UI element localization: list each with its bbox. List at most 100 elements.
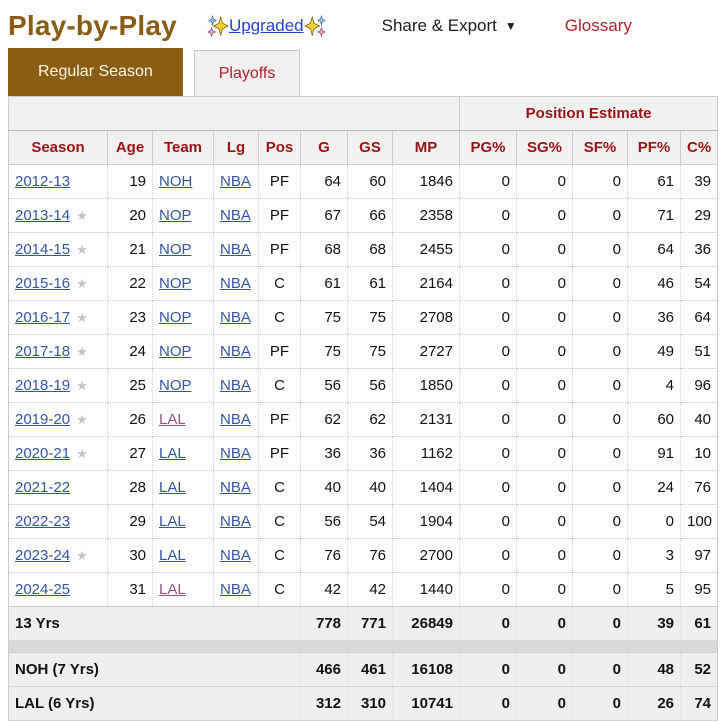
team-link[interactable]: NOP <box>159 241 192 258</box>
team-cell: NOP <box>152 368 214 403</box>
minutes-cell: 1440 <box>392 572 460 607</box>
column-header-c-pct[interactable]: C% <box>679 130 719 165</box>
season-cell: 2013-14 ★ <box>8 198 108 233</box>
season-link[interactable]: 2019-20 <box>15 411 71 428</box>
league-link[interactable]: NBA <box>220 581 251 598</box>
table-row: 2014-15 ★ 21 NOP NBA PF 68 68 2455 0 0 0 64 36 <box>8 232 719 267</box>
team-link[interactable]: NOP <box>159 343 192 360</box>
column-header-mp[interactable]: MP <box>392 130 460 165</box>
team-link[interactable]: NOP <box>159 275 192 292</box>
team-link[interactable]: LAL <box>159 547 186 564</box>
season-cell: 2020-21 ★ <box>8 436 108 471</box>
age-cell: 31 <box>107 572 153 607</box>
minutes-cell: 26849 <box>392 606 460 641</box>
pos-cell: PF <box>258 198 301 233</box>
league-link[interactable]: NBA <box>220 207 251 224</box>
sf-pct-cell: 0 <box>572 470 628 505</box>
season-link[interactable]: 2013-14 <box>15 207 71 224</box>
team-link[interactable]: NOP <box>159 309 192 326</box>
season-link[interactable]: 2022-23 <box>15 513 71 530</box>
all-star-icon: ★ <box>76 412 88 427</box>
c-pct-cell: 39 <box>680 164 719 199</box>
column-header-gs[interactable]: GS <box>347 130 393 165</box>
page-title: Play-by-Play <box>8 10 177 41</box>
share-export-menu[interactable]: Share & Export ▼ <box>382 16 517 36</box>
team-link[interactable]: LAL <box>159 479 186 496</box>
league-link[interactable]: NBA <box>220 241 251 258</box>
table-row: 2020-21 ★ 27 LAL NBA PF 36 36 1162 0 0 0 91 10 <box>8 436 719 471</box>
c-pct-cell: 74 <box>680 686 719 721</box>
pf-pct-cell: 5 <box>627 572 681 607</box>
column-header-pg-pct[interactable]: PG% <box>459 130 517 165</box>
c-pct-cell: 51 <box>680 334 719 369</box>
league-link[interactable]: NBA <box>220 377 251 394</box>
season-link[interactable]: 2023-24 <box>15 547 71 564</box>
season-link[interactable]: 2014-15 <box>15 241 71 258</box>
season-link[interactable]: 2024-25 <box>15 581 71 598</box>
league-link[interactable]: NBA <box>220 275 251 292</box>
age-cell: 25 <box>107 368 153 403</box>
pf-pct-cell: 64 <box>627 232 681 267</box>
column-header-season[interactable]: Season <box>8 130 108 165</box>
league-link[interactable]: NBA <box>220 513 251 530</box>
games-cell: 42 <box>300 572 348 607</box>
column-header-age[interactable]: Age <box>107 130 153 165</box>
league-cell: NBA <box>213 198 259 233</box>
column-header-team[interactable]: Team <box>152 130 214 165</box>
career-total-row: 13 Yrs 778 771 26849 0 0 0 39 61 <box>8 606 719 641</box>
team-link[interactable]: LAL <box>159 513 186 530</box>
team-link[interactable]: NOP <box>159 377 192 394</box>
upgraded-link[interactable]: Upgraded <box>228 16 304 35</box>
age-cell: 27 <box>107 436 153 471</box>
season-cell: 2023-24 ★ <box>8 538 108 573</box>
total-label-cell: 13 Yrs <box>8 606 301 641</box>
league-link[interactable]: NBA <box>220 479 251 496</box>
season-link[interactable]: 2012-13 <box>15 173 71 190</box>
team-link[interactable]: NOH <box>159 173 193 190</box>
season-link[interactable]: 2020-21 <box>15 445 71 462</box>
season-link[interactable]: 2021-22 <box>15 479 71 496</box>
team-link[interactable]: LAL <box>159 411 186 428</box>
league-link[interactable]: NBA <box>220 445 251 462</box>
season-link[interactable]: 2018-19 <box>15 377 71 394</box>
minutes-cell: 1404 <box>392 470 460 505</box>
column-header-g[interactable]: G <box>300 130 348 165</box>
tab-regular-season[interactable]: Regular Season <box>8 48 183 96</box>
pg-pct-cell: 0 <box>459 300 517 335</box>
minutes-cell: 1850 <box>392 368 460 403</box>
total-label-cell: LAL (6 Yrs) <box>8 686 301 721</box>
team-total-row: NOH (7 Yrs) 466 461 16108 0 0 0 48 52 <box>8 652 719 687</box>
pos-cell: C <box>258 572 301 607</box>
all-star-icon: ★ <box>76 378 88 393</box>
pg-pct-cell: 0 <box>459 266 517 301</box>
team-link[interactable]: LAL <box>159 445 186 462</box>
column-header-sg-pct[interactable]: SG% <box>516 130 573 165</box>
league-cell: NBA <box>213 470 259 505</box>
column-header-sf-pct[interactable]: SF% <box>572 130 628 165</box>
stats-table: Position Estimate Season Age Team Lg Pos G GS M… <box>7 96 719 721</box>
season-link[interactable]: 2015-16 <box>15 275 71 292</box>
league-link[interactable]: NBA <box>220 547 251 564</box>
sf-pct-cell: 0 <box>572 368 628 403</box>
tab-playoffs[interactable]: Playoffs <box>193 50 301 96</box>
league-link[interactable]: NBA <box>220 343 251 360</box>
games-cell: 312 <box>300 686 348 721</box>
team-link[interactable]: LAL <box>159 581 186 598</box>
minutes-cell: 2700 <box>392 538 460 573</box>
column-header-pos[interactable]: Pos <box>258 130 301 165</box>
league-link[interactable]: NBA <box>220 411 251 428</box>
league-link[interactable]: NBA <box>220 309 251 326</box>
c-pct-cell: 40 <box>680 402 719 437</box>
season-link[interactable]: 2017-18 <box>15 343 71 360</box>
column-header-lg[interactable]: Lg <box>213 130 259 165</box>
sf-pct-cell: 0 <box>572 686 628 721</box>
league-cell: NBA <box>213 572 259 607</box>
league-link[interactable]: NBA <box>220 173 251 190</box>
season-link[interactable]: 2016-17 <box>15 309 71 326</box>
pos-cell: C <box>258 504 301 539</box>
glossary-link[interactable]: Glossary <box>564 16 632 35</box>
games-started-cell: 62 <box>347 402 393 437</box>
column-header-pf-pct[interactable]: PF% <box>627 130 681 165</box>
team-link[interactable]: NOP <box>159 207 192 224</box>
sf-pct-cell: 0 <box>572 334 628 369</box>
